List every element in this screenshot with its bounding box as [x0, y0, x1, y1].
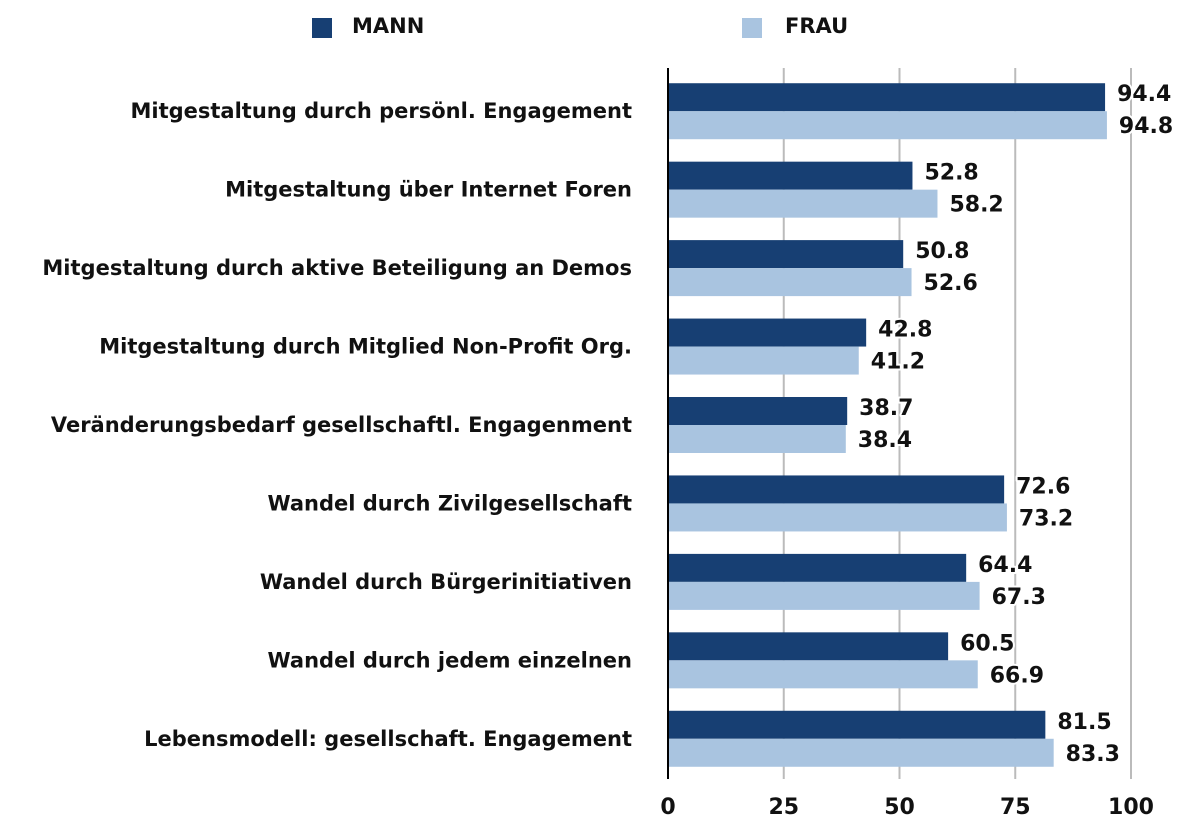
bar	[668, 83, 1106, 112]
value-label: 58.2	[949, 193, 1003, 218]
bar	[668, 475, 1005, 504]
value-label: 52.6	[924, 271, 978, 296]
x-tick-label: 75	[1000, 795, 1031, 820]
value-label: 67.3	[992, 585, 1046, 610]
x-tick-label: 50	[884, 795, 915, 820]
bar	[668, 397, 848, 425]
x-tick-label: 25	[768, 795, 799, 820]
y-tick-label: Mitgestaltung über Internet Foren	[225, 178, 632, 202]
value-label: 60.5	[960, 631, 1014, 656]
bar	[668, 240, 904, 269]
value-label: 41.2	[871, 350, 925, 375]
bar	[668, 189, 938, 218]
x-tick-label: 0	[660, 795, 675, 820]
legend-label: FRAU	[785, 14, 848, 38]
bar	[668, 111, 1107, 140]
bar	[668, 581, 980, 610]
y-tick-label: Veränderungsbedarf gesellschaftl. Engage…	[51, 413, 632, 437]
value-label: 50.8	[915, 239, 969, 264]
value-label: 83.3	[1066, 742, 1120, 767]
bar	[668, 425, 846, 453]
bar	[668, 710, 1046, 739]
bar	[668, 318, 867, 347]
x-tick-label: 100	[1108, 795, 1154, 820]
value-label: 38.7	[859, 396, 913, 421]
value-label: 73.2	[1019, 506, 1073, 531]
legend-swatch	[742, 18, 762, 38]
y-tick-label: Wandel durch jedem einzelnen	[268, 648, 632, 672]
bar	[668, 738, 1054, 767]
value-label: 52.8	[924, 161, 978, 186]
value-label: 81.5	[1057, 710, 1111, 735]
y-tick-label: Wandel durch Zivilgesellschaft	[267, 491, 632, 515]
legend-label: MANN	[352, 14, 424, 38]
bar	[668, 660, 978, 689]
value-label: 72.6	[1016, 474, 1070, 499]
y-tick-label: Lebensmodell: gesellschaft. Engagement	[144, 727, 632, 751]
y-tick-label: Mitgestaltung durch persönl. Engagement	[130, 99, 632, 123]
bar	[668, 632, 949, 661]
bar	[668, 553, 967, 582]
bar	[668, 503, 1007, 532]
legend-swatch	[312, 18, 332, 38]
y-tick-label: Mitgestaltung durch Mitglied Non-Profit …	[99, 335, 632, 359]
bar	[668, 346, 859, 375]
value-label: 64.4	[978, 553, 1032, 578]
bar	[668, 268, 912, 297]
bar	[668, 161, 913, 190]
value-label: 94.4	[1117, 82, 1171, 107]
value-label: 66.9	[990, 663, 1044, 688]
y-tick-label: Wandel durch Bürgerinitiativen	[260, 570, 632, 594]
value-label: 42.8	[878, 318, 932, 343]
y-tick-label: Mitgestaltung durch aktive Beteiligung a…	[42, 256, 632, 280]
value-label: 38.4	[858, 428, 912, 453]
value-label: 94.8	[1119, 114, 1173, 139]
